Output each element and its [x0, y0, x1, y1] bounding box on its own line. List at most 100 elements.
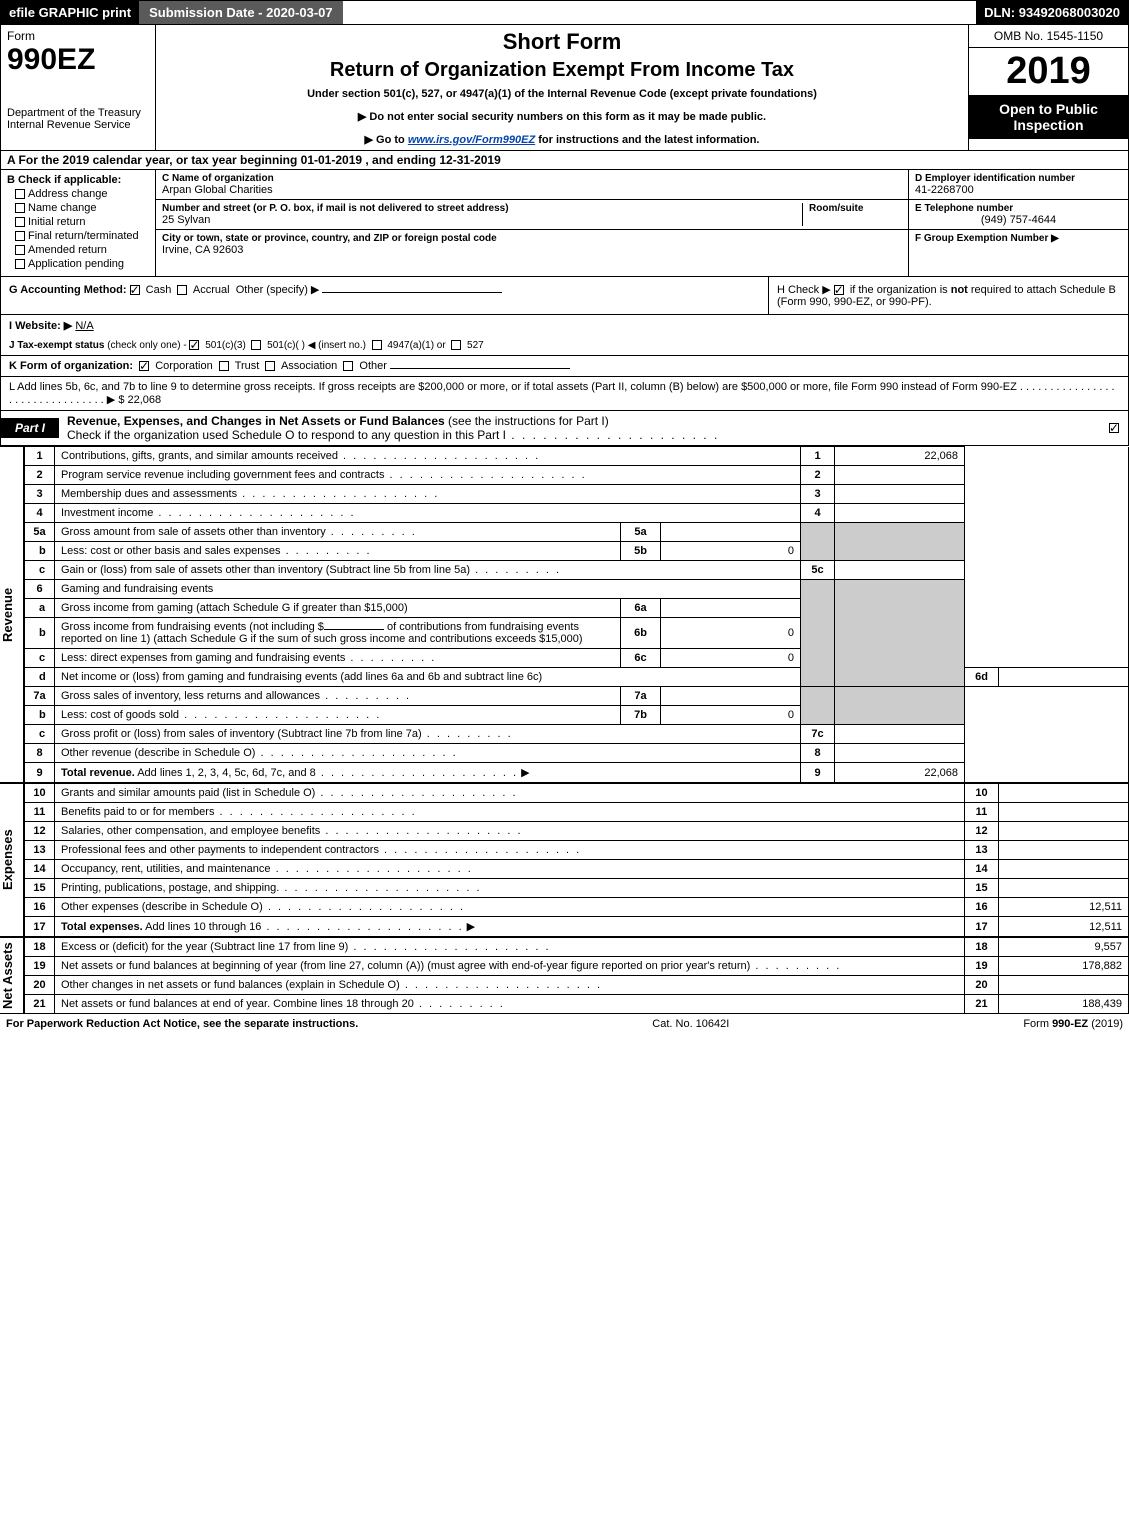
revenue-section: Revenue 1Contributions, gifts, grants, a…: [0, 446, 1129, 783]
section-def: D Employer identification number 41-2268…: [908, 170, 1128, 276]
chk-initial-return[interactable]: Initial return: [15, 216, 149, 228]
other-specify-line[interactable]: [322, 292, 502, 293]
line-5a: 5aGross amount from sale of assets other…: [25, 523, 1129, 542]
ein-row: D Employer identification number 41-2268…: [909, 170, 1128, 200]
form-word: Form: [7, 29, 149, 43]
line-7a: 7aGross sales of inventory, less returns…: [25, 687, 1129, 706]
chk-corp[interactable]: [139, 361, 149, 371]
section-c: C Name of organization Arpan Global Char…: [156, 170, 908, 276]
line-16: 16Other expenses (describe in Schedule O…: [25, 898, 1129, 917]
website-value: N/A: [75, 320, 93, 332]
chk-cash[interactable]: [130, 285, 140, 295]
chk-amended[interactable]: Amended return: [15, 244, 149, 256]
chk-trust[interactable]: [219, 361, 229, 371]
k-label: K Form of organization:: [9, 360, 133, 372]
other-org-line[interactable]: [390, 368, 570, 369]
l-text: L Add lines 5b, 6c, and 7b to line 9 to …: [9, 381, 1115, 406]
dln-label: DLN:: [984, 5, 1019, 20]
goto-pre: ▶ Go to: [365, 134, 408, 146]
line-18: 18Excess or (deficit) for the year (Subt…: [25, 938, 1129, 957]
f-label: F Group Exemption Number ▶: [915, 233, 1122, 244]
chk-app-pending[interactable]: Application pending: [15, 258, 149, 270]
chk-address-change[interactable]: Address change: [15, 188, 149, 200]
city-val: Irvine, CA 92603: [162, 244, 902, 256]
do-not-enter: ▶ Do not enter social security numbers o…: [164, 110, 960, 123]
chk-assoc[interactable]: [265, 361, 275, 371]
chk-527[interactable]: [451, 340, 461, 350]
submission-date: Submission Date - 2020-03-07: [139, 1, 343, 24]
header-right: OMB No. 1545-1150 2019 Open to Public In…: [968, 25, 1128, 150]
city-label: City or town, state or province, country…: [162, 233, 902, 244]
tax-year: 2019: [969, 48, 1128, 95]
part1-title: Revenue, Expenses, and Changes in Net As…: [59, 411, 1109, 445]
department: Department of the Treasury: [7, 107, 149, 119]
street-row: Number and street (or P. O. box, if mail…: [156, 200, 908, 230]
open-inspection: Open to Public Inspection: [969, 95, 1128, 139]
line-13: 13Professional fees and other payments t…: [25, 841, 1129, 860]
goto-link[interactable]: www.irs.gov/Form990EZ: [408, 134, 535, 146]
section-b: B Check if applicable: Address change Na…: [1, 170, 156, 276]
section-g: G Accounting Method: Cash Accrual Other …: [1, 277, 768, 314]
org-name-row: C Name of organization Arpan Global Char…: [156, 170, 908, 200]
section-k: K Form of organization: Corporation Trus…: [0, 356, 1129, 377]
line-1: 1Contributions, gifts, grants, and simil…: [25, 447, 1129, 466]
chk-501c[interactable]: [251, 340, 261, 350]
efile-label[interactable]: efile GRAPHIC print: [1, 1, 139, 24]
room-label: Room/suite: [809, 203, 902, 214]
revenue-label: Revenue: [0, 446, 24, 783]
chk-501c3[interactable]: [189, 340, 199, 350]
line-21: 21Net assets or fund balances at end of …: [25, 995, 1129, 1014]
revenue-table: 1Contributions, gifts, grants, and simil…: [24, 446, 1129, 783]
chk-other-org[interactable]: [343, 361, 353, 371]
chk-schedule-b[interactable]: [834, 285, 844, 295]
dln: DLN: 93492068003020: [976, 1, 1128, 24]
line-15: 15Printing, publications, postage, and s…: [25, 879, 1129, 898]
section-h: H Check ▶ if the organization is not req…: [768, 277, 1128, 314]
part1-header: Part I Revenue, Expenses, and Changes in…: [0, 411, 1129, 446]
line-6: 6Gaming and fundraising events: [25, 580, 1129, 599]
line-17: 17Total expenses. Add lines 10 through 1…: [25, 917, 1129, 937]
group-exemption-row: F Group Exemption Number ▶: [909, 230, 1128, 247]
subdate-label: Submission Date -: [149, 5, 266, 20]
dln-value: 93492068003020: [1019, 5, 1120, 20]
l-value: 22,068: [128, 394, 162, 406]
line-19: 19Net assets or fund balances at beginni…: [25, 957, 1129, 976]
paperwork-notice: For Paperwork Reduction Act Notice, see …: [6, 1018, 358, 1030]
netassets-section: Net Assets 18Excess or (deficit) for the…: [0, 937, 1129, 1014]
line-20: 20Other changes in net assets or fund ba…: [25, 976, 1129, 995]
chk-name-change[interactable]: Name change: [15, 202, 149, 214]
period-row: A For the 2019 calendar year, or tax yea…: [0, 151, 1129, 170]
top-bar: efile GRAPHIC print Submission Date - 20…: [0, 0, 1129, 25]
form-header: Form 990EZ Department of the Treasury In…: [0, 25, 1129, 151]
line-8: 8Other revenue (describe in Schedule O)8: [25, 744, 1129, 763]
page-footer: For Paperwork Reduction Act Notice, see …: [0, 1014, 1129, 1034]
chk-4947[interactable]: [372, 340, 382, 350]
netassets-label: Net Assets: [0, 937, 24, 1014]
omb-number: OMB No. 1545-1150: [969, 25, 1128, 48]
goto-line: ▶ Go to www.irs.gov/Form990EZ for instru…: [164, 133, 960, 146]
line-10: 10Grants and similar amounts paid (list …: [25, 784, 1129, 803]
part1-checkbox[interactable]: [1109, 422, 1128, 434]
section-l: L Add lines 5b, 6c, and 7b to line 9 to …: [0, 377, 1129, 411]
e-label: E Telephone number: [915, 203, 1122, 214]
chk-final-return[interactable]: Final return/terminated: [15, 230, 149, 242]
street-label: Number and street (or P. O. box, if mail…: [162, 203, 802, 214]
line-4: 4Investment income4: [25, 504, 1129, 523]
expenses-table: 10Grants and similar amounts paid (list …: [24, 783, 1129, 937]
phone-row: E Telephone number (949) 757-4644: [909, 200, 1128, 230]
line-12: 12Salaries, other compensation, and empl…: [25, 822, 1129, 841]
section-j: J Tax-exempt status (check only one) - 5…: [0, 336, 1129, 356]
line-5c: cGain or (loss) from sale of assets othe…: [25, 561, 1129, 580]
form-number: 990EZ: [7, 43, 149, 77]
return-title: Return of Organization Exempt From Incom…: [164, 59, 960, 82]
short-form-title: Short Form: [164, 29, 960, 55]
org-name: Arpan Global Charities: [162, 184, 902, 196]
expenses-section: Expenses 10Grants and similar amounts pa…: [0, 783, 1129, 937]
chk-accrual[interactable]: [177, 285, 187, 295]
line-3: 3Membership dues and assessments3: [25, 485, 1129, 504]
goto-post: for instructions and the latest informat…: [535, 134, 759, 146]
subdate-value: 2020-03-07: [266, 5, 333, 20]
i-label: I Website: ▶: [9, 320, 72, 332]
part1-tab: Part I: [1, 418, 59, 438]
ein-value: 41-2268700: [915, 184, 1122, 196]
